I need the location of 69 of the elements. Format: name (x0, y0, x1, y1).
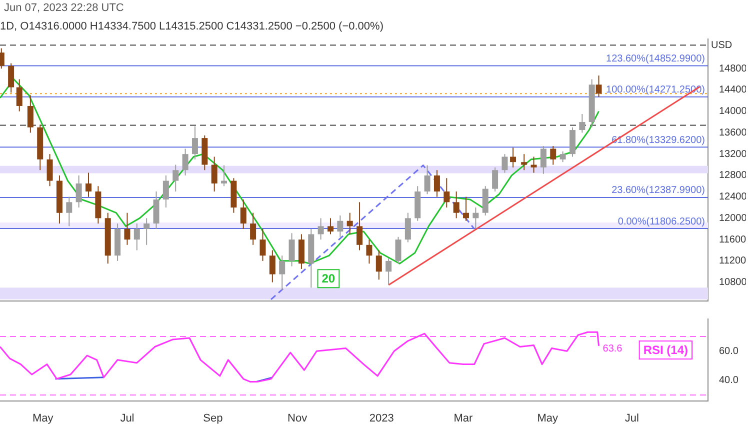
candlestick (376, 250, 382, 280)
candlestick (124, 212, 130, 246)
candlestick (279, 255, 286, 291)
x-tick-label: Sep (203, 412, 223, 424)
candlestick (453, 190, 460, 219)
candlestick (521, 154, 528, 171)
text: Jun 07, 2023 22:28 UTC (3, 1, 125, 16)
candlestick (492, 166, 498, 192)
x-tick-label: Jul (624, 412, 639, 424)
text: RSI (14) (643, 342, 688, 357)
candlestick (386, 258, 392, 286)
candlestick (192, 126, 198, 160)
candlestick (502, 154, 508, 174)
candlestick (76, 174, 82, 208)
candlestick (356, 202, 363, 251)
candlestick (211, 156, 218, 192)
candlestick (463, 196, 470, 222)
x-tick-label: 2023 (369, 412, 394, 424)
candlestick (260, 228, 266, 262)
candlestick (8, 62, 14, 94)
ref-line-label: 23.60%(12387.9900) (612, 185, 705, 196)
candlestick (579, 114, 586, 134)
x-tick-label: Jul (120, 412, 134, 424)
candlestick (550, 146, 556, 166)
x-tick-label: Mar (454, 412, 474, 424)
candlestick (250, 212, 256, 246)
candlestick (327, 218, 334, 235)
x-tick-label: May (32, 412, 54, 424)
candlestick (472, 207, 479, 230)
candlestick (288, 232, 295, 267)
candlestick (596, 75, 602, 98)
y-tick-label: 11600 (719, 234, 747, 246)
candlestick (444, 178, 450, 208)
candlestick (366, 239, 372, 264)
ref-line-label: 123.60%(14852.9900) (606, 54, 705, 65)
candlestick (66, 196, 72, 227)
candlestick (144, 218, 150, 246)
candlestick (240, 198, 246, 230)
x-tick-label: Nov (288, 412, 308, 424)
candlestick (395, 236, 402, 264)
candlestick (162, 174, 169, 208)
candlestick (86, 172, 92, 198)
candlestick (540, 146, 546, 174)
y-tick-label: 11200 (719, 256, 747, 267)
data-label: 63.6 (602, 344, 623, 355)
candlestick (16, 78, 22, 112)
candlestick (182, 148, 188, 176)
chart-title: 1D, O14316.0000 H14334.7500 L14315.2500 C14331.2500 −0.2500 (−0.00%) (0, 20, 384, 33)
candlestick (434, 170, 440, 198)
candlestick (27, 94, 34, 134)
candlestick (134, 223, 140, 251)
candlestick (46, 154, 53, 187)
candlestick (318, 218, 324, 240)
candlestick (346, 212, 353, 235)
series-label: 20 (322, 271, 336, 286)
candlestick (221, 164, 228, 187)
y-tick-label: 40.0 (719, 375, 739, 386)
candlestick (337, 215, 344, 238)
y-axis-title: USD (711, 40, 732, 51)
candlestick (530, 156, 537, 174)
candlestick (172, 164, 179, 192)
ref-line-label: 0.00%(11806.2500) (618, 216, 705, 228)
candlestick (424, 164, 430, 195)
y-tick-label: 60.0 (719, 346, 739, 357)
x-tick-label: May (537, 412, 558, 424)
candlestick (404, 212, 411, 243)
candlestick (560, 150, 566, 163)
candlestick (269, 250, 276, 283)
candlestick (510, 147, 516, 168)
